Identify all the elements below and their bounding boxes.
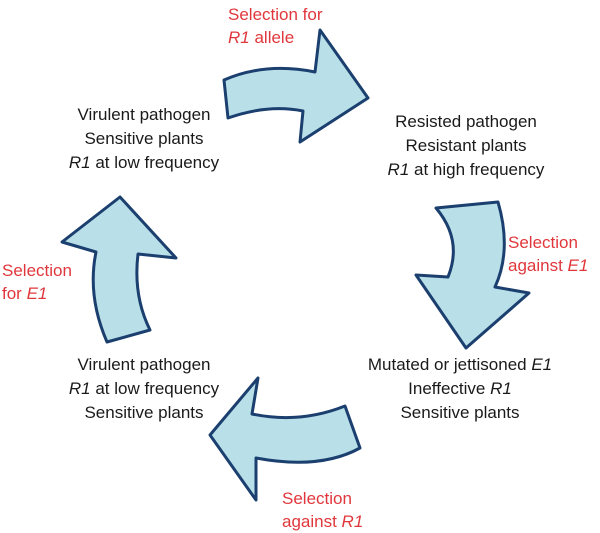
state-top-left-line2: Sensitive plants bbox=[44, 127, 244, 151]
state-top-left: Virulent pathogen Sensitive plants R1 at… bbox=[44, 103, 244, 175]
state-bottom-left: Virulent pathogen R1 at low frequency Se… bbox=[44, 353, 244, 425]
r1-label: R1 bbox=[490, 379, 512, 398]
selection-label-top: Selection for R1 allele bbox=[228, 3, 323, 49]
state-bottom-right-line1-rest: Mutated or jettisoned bbox=[368, 355, 531, 374]
selection-left-line2: for E1 bbox=[2, 282, 72, 305]
state-top-left-line3: R1 at low frequency bbox=[44, 151, 244, 175]
r1-label: R1 bbox=[69, 379, 91, 398]
e1-label: E1 bbox=[27, 284, 48, 303]
selection-label-right: Selection against E1 bbox=[508, 231, 588, 277]
state-top-left-line1: Virulent pathogen bbox=[44, 103, 244, 127]
selection-top-line1: Selection for bbox=[228, 3, 323, 26]
selection-left-line1: Selection bbox=[2, 259, 72, 282]
selection-label-bottom: Selection against R1 bbox=[282, 487, 363, 533]
state-top-left-line3-rest: at low frequency bbox=[91, 153, 220, 172]
r1-label: R1 bbox=[342, 512, 364, 531]
state-bottom-left-line1: Virulent pathogen bbox=[44, 353, 244, 377]
state-bottom-left-line3: Sensitive plants bbox=[44, 401, 244, 425]
selection-right-line1: Selection bbox=[508, 231, 588, 254]
state-bottom-right-line2-rest: Ineffective bbox=[408, 379, 490, 398]
state-top-right-line3-rest: at high frequency bbox=[409, 160, 544, 179]
r1-label: R1 bbox=[69, 153, 91, 172]
selection-right-line2: against E1 bbox=[508, 254, 588, 277]
state-top-right: Resisted pathogen Resistant plants R1 at… bbox=[356, 110, 576, 182]
selection-label-left: Selection for E1 bbox=[2, 259, 72, 305]
state-top-right-line2: Resistant plants bbox=[356, 134, 576, 158]
state-top-right-line3: R1 at high frequency bbox=[356, 158, 576, 182]
r1-label: R1 bbox=[228, 28, 250, 47]
selection-top-line2-rest: allele bbox=[250, 28, 294, 47]
selection-right-line2-rest: against bbox=[508, 256, 568, 275]
e1-label: E1 bbox=[568, 256, 589, 275]
state-bottom-right-line2: Ineffective R1 bbox=[340, 377, 580, 401]
r1-label: R1 bbox=[388, 160, 410, 179]
e1-label: E1 bbox=[531, 355, 552, 374]
selection-left-line2-rest: for bbox=[2, 284, 27, 303]
selection-top-line2: R1 allele bbox=[228, 26, 323, 49]
state-bottom-right-line3: Sensitive plants bbox=[340, 401, 580, 425]
state-bottom-left-line2-rest: at low frequency bbox=[91, 379, 220, 398]
state-top-right-line1: Resisted pathogen bbox=[356, 110, 576, 134]
selection-bottom-line2-rest: against bbox=[282, 512, 342, 531]
state-bottom-right: Mutated or jettisoned E1 Ineffective R1 … bbox=[340, 353, 580, 425]
state-bottom-left-line2: R1 at low frequency bbox=[44, 377, 244, 401]
state-bottom-right-line1: Mutated or jettisoned E1 bbox=[340, 353, 580, 377]
selection-bottom-line1: Selection bbox=[282, 487, 363, 510]
arrow-left-up bbox=[62, 197, 176, 342]
